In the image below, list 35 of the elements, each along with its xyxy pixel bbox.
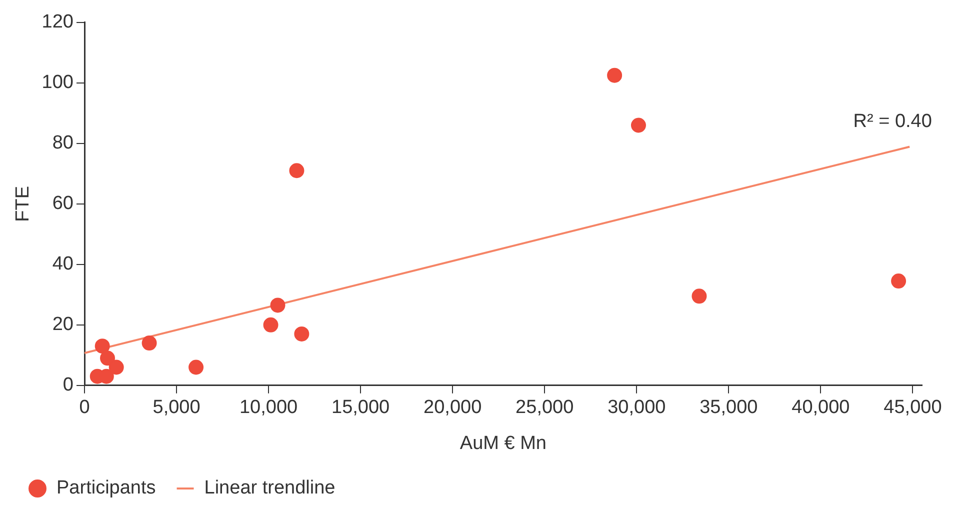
point	[188, 360, 204, 375]
legend-label: Participants	[56, 478, 156, 499]
point	[630, 118, 646, 133]
point	[607, 68, 622, 83]
x-axis-title: AuM € Mn	[460, 432, 547, 454]
y-tick-label: 20	[52, 314, 74, 336]
y-tick-label: 60	[52, 193, 74, 214]
x-tick-label: 15,000	[332, 397, 390, 418]
annotation: R² = 0.40	[853, 111, 932, 132]
y-tick-label: 80	[52, 132, 74, 154]
y-tick-label: 120	[42, 12, 74, 33]
x-tick-label: 10,000	[239, 397, 298, 418]
y-tick-label: 40	[52, 254, 74, 275]
point	[100, 350, 116, 366]
point	[289, 163, 304, 178]
x-tick-label: 45,000	[884, 397, 942, 418]
x-tick-label: 20,000	[424, 397, 482, 418]
point	[294, 326, 310, 342]
y-axis-title: FTE	[12, 186, 34, 222]
point	[142, 336, 157, 351]
x-tick-label: 30,000	[608, 397, 666, 418]
x-tick-label: 40,000	[792, 397, 850, 418]
point	[692, 288, 707, 304]
point	[270, 298, 286, 313]
point	[263, 317, 278, 332]
x-tick-label: 5,000	[152, 397, 200, 418]
x-tick-label: 25,000	[516, 397, 574, 418]
legend-label: Linear trendline	[204, 478, 336, 499]
y-tick-label: 100	[42, 72, 74, 94]
point	[891, 274, 906, 289]
x-tick-label: 0	[79, 397, 90, 418]
point	[94, 338, 110, 354]
y-tick-label: 0	[62, 374, 74, 396]
point	[108, 360, 124, 375]
x-tick-label: 35,000	[700, 397, 758, 418]
